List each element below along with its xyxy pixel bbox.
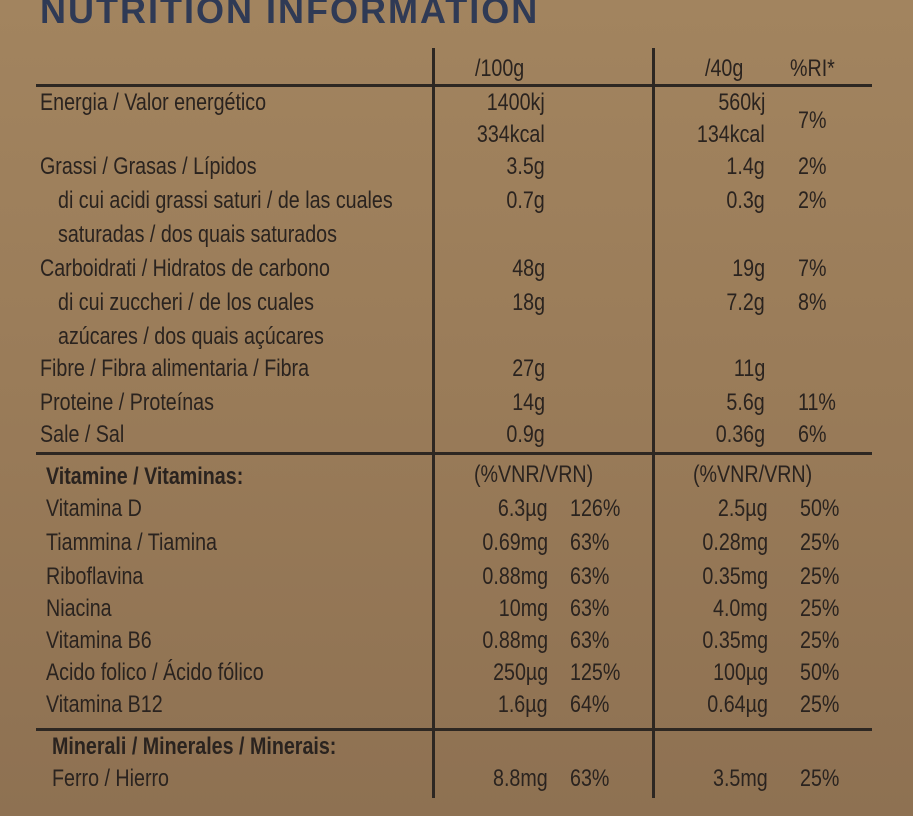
nutrient-value-100g: 18g <box>512 289 545 316</box>
vitamin-value-100g: 1.6µg <box>498 691 548 718</box>
nutrient-name: Proteine / Proteínas <box>40 389 214 416</box>
vitamin-name: Niacina <box>46 595 112 622</box>
vitamin-value-40g: 4.0mg <box>713 595 768 622</box>
nutrient-value-40g: 1.4g <box>726 153 765 180</box>
vitamin-value-100g: 0.88mg <box>482 563 548 590</box>
vitamin-vnr-100g: 126% <box>570 495 621 522</box>
nutrient-value-100g: 3.5g <box>506 153 545 180</box>
nutrient-ri: 11% <box>798 389 836 416</box>
header-per40: /40g <box>705 55 744 82</box>
nutrient-name: Fibre / Fibra alimentaria / Fibra <box>40 355 310 382</box>
nutrient-ri: 2% <box>798 153 827 180</box>
vitamin-vnr-100g: 63% <box>570 529 610 556</box>
vitamin-name: Vitamina D <box>46 495 142 522</box>
nutrient-ri: 8% <box>798 289 827 316</box>
vitamin-vnr-100g: 63% <box>570 595 610 622</box>
vitamins-heading: Vitamine / Vitaminas: <box>46 463 244 490</box>
vitamin-vnr-40g: 50% <box>800 495 840 522</box>
nutrient-ri: 2% <box>798 187 827 214</box>
header-ri: %RI* <box>790 55 835 82</box>
nutrient-ri: 7% <box>798 107 827 134</box>
vitamin-vnr-40g: 25% <box>800 595 840 622</box>
nutrient-name: di cui zuccheri / de los cuales <box>58 289 314 316</box>
vitamins-unit-100g: (%VNR/VRN) <box>474 461 594 488</box>
nutrient-value-100g: 48g <box>512 255 545 282</box>
vitamin-value-40g: 0.35mg <box>702 627 768 654</box>
vitamins-unit-40g: (%VNR/VRN) <box>693 461 813 488</box>
section-divider <box>36 452 872 455</box>
mineral-value-100g: 8.8mg <box>493 765 548 792</box>
vitamin-vnr-100g: 125% <box>570 659 621 686</box>
vitamin-name: Tiammina / Tiamina <box>46 529 217 556</box>
nutrient-value-100g: 334kcal <box>477 121 545 148</box>
vitamin-value-40g: 2.5µg <box>718 495 768 522</box>
minerals-heading: Minerali / Minerales / Minerais: <box>52 733 337 760</box>
vitamin-value-100g: 0.69mg <box>482 529 548 556</box>
nutrient-name: Sale / Sal <box>40 421 125 448</box>
nutrient-name: azúcares / dos quais açúcares <box>58 323 324 350</box>
header-divider <box>36 84 872 87</box>
nutrient-name: saturadas / dos quais saturados <box>58 221 337 248</box>
vitamin-vnr-100g: 64% <box>570 691 610 718</box>
vitamin-name: Riboflavina <box>46 563 144 590</box>
nutrient-value-100g: 1400kj <box>486 89 545 116</box>
vitamin-name: Vitamina B12 <box>46 691 163 718</box>
nutrient-name: Energia / Valor energético <box>40 89 267 116</box>
nutrient-name: di cui acidi grassi saturi / de las cual… <box>58 187 393 214</box>
mineral-vnr-100g: 63% <box>570 765 610 792</box>
vitamin-vnr-40g: 25% <box>800 529 840 556</box>
vitamin-value-40g: 0.64µg <box>707 691 768 718</box>
vitamin-vnr-40g: 25% <box>800 691 840 718</box>
nutrient-value-40g: 0.36g <box>715 421 765 448</box>
column-divider <box>432 48 435 798</box>
vitamin-value-40g: 100µg <box>712 659 768 686</box>
nutrient-value-40g: 5.6g <box>726 389 765 416</box>
vitamin-vnr-40g: 50% <box>800 659 840 686</box>
nutrient-value-40g: 7.2g <box>726 289 765 316</box>
nutrient-ri: 6% <box>798 421 827 448</box>
nutrient-value-100g: 0.9g <box>506 421 545 448</box>
vitamin-value-100g: 0.88mg <box>482 627 548 654</box>
page-title: NUTRITION INFORMATION <box>40 0 540 31</box>
vitamin-vnr-40g: 25% <box>800 627 840 654</box>
nutrient-value-100g: 0.7g <box>506 187 545 214</box>
nutrient-value-100g: 27g <box>512 355 545 382</box>
mineral-vnr-40g: 25% <box>800 765 840 792</box>
nutrient-value-40g: 19g <box>732 255 765 282</box>
nutrient-name: Grassi / Grasas / Lípidos <box>40 153 257 180</box>
vitamin-name: Vitamina B6 <box>46 627 152 654</box>
mineral-name: Ferro / Hierro <box>52 765 170 792</box>
nutrient-value-40g: 11g <box>733 355 765 382</box>
header-per100: /100g <box>475 55 525 82</box>
section-divider <box>36 728 872 731</box>
vitamin-value-100g: 10mg <box>498 595 548 622</box>
nutrient-value-40g: 560kj <box>717 89 765 116</box>
nutrient-value-100g: 14g <box>512 389 545 416</box>
nutrient-ri: 7% <box>798 255 827 282</box>
nutrient-value-40g: 134kcal <box>697 121 765 148</box>
vitamin-vnr-100g: 63% <box>570 627 610 654</box>
nutrient-value-40g: 0.3g <box>726 187 765 214</box>
mineral-value-40g: 3.5mg <box>713 765 768 792</box>
nutrient-name: Carboidrati / Hidratos de carbono <box>40 255 330 282</box>
vitamin-vnr-100g: 63% <box>570 563 610 590</box>
vitamin-value-40g: 0.35mg <box>702 563 768 590</box>
vitamin-value-40g: 0.28mg <box>702 529 768 556</box>
vitamin-name: Acido folico / Ácido fólico <box>46 659 264 686</box>
vitamin-value-100g: 250µg <box>492 659 548 686</box>
vitamin-value-100g: 6.3µg <box>498 495 548 522</box>
vitamin-vnr-40g: 25% <box>800 563 840 590</box>
column-divider <box>652 48 655 798</box>
